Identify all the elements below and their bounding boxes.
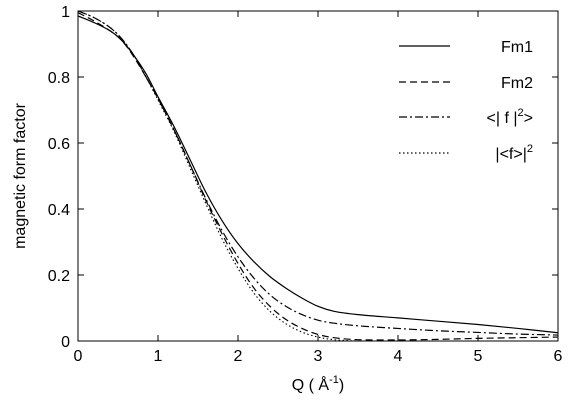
x-axis-label-prefix: Q ( Å [292, 375, 330, 394]
y-axis-label: magnetic form factor [12, 102, 29, 249]
legend: Fm1 Fm2 <| f |2> |<f>|2 [399, 39, 533, 163]
axis-ticks: 0 1 2 3 4 5 6 0 0.2 0.4 0.6 0.8 1 [48, 4, 563, 365]
x-axis-label-sup: -1 [329, 374, 339, 386]
x-tick-label: 5 [474, 348, 483, 365]
series-line-2 [78, 12, 558, 341]
y-tick-label: 1 [61, 4, 70, 21]
x-tick-label: 0 [74, 348, 83, 365]
x-axis-label-suffix: ) [339, 377, 344, 394]
plot-frame [77, 10, 559, 342]
y-tick-label: 0.4 [48, 202, 70, 219]
series-line-3 [78, 11, 558, 336]
legend-label-4: |<f>|2 [495, 143, 533, 163]
legend-label-2: Fm2 [501, 75, 533, 92]
series-line-4 [78, 11, 558, 341]
x-axis-label: Q ( Å-1) [292, 374, 344, 394]
y-tick-label: 0 [61, 334, 70, 351]
series-layer [78, 11, 558, 341]
y-tick-label: 0.8 [48, 70, 70, 87]
plot-border [77, 10, 559, 342]
y-tick-label: 0.6 [48, 136, 70, 153]
x-tick-label: 6 [554, 348, 563, 365]
x-tick-label: 2 [234, 348, 243, 365]
x-tick-label: 4 [394, 348, 403, 365]
legend-label-1: Fm1 [501, 39, 533, 56]
x-tick-label: 3 [314, 348, 323, 365]
y-tick-label: 0.2 [48, 268, 70, 285]
x-tick-label: 1 [154, 348, 163, 365]
series-line-1 [78, 15, 558, 334]
legend-label-3: <| f |2> [487, 107, 533, 127]
